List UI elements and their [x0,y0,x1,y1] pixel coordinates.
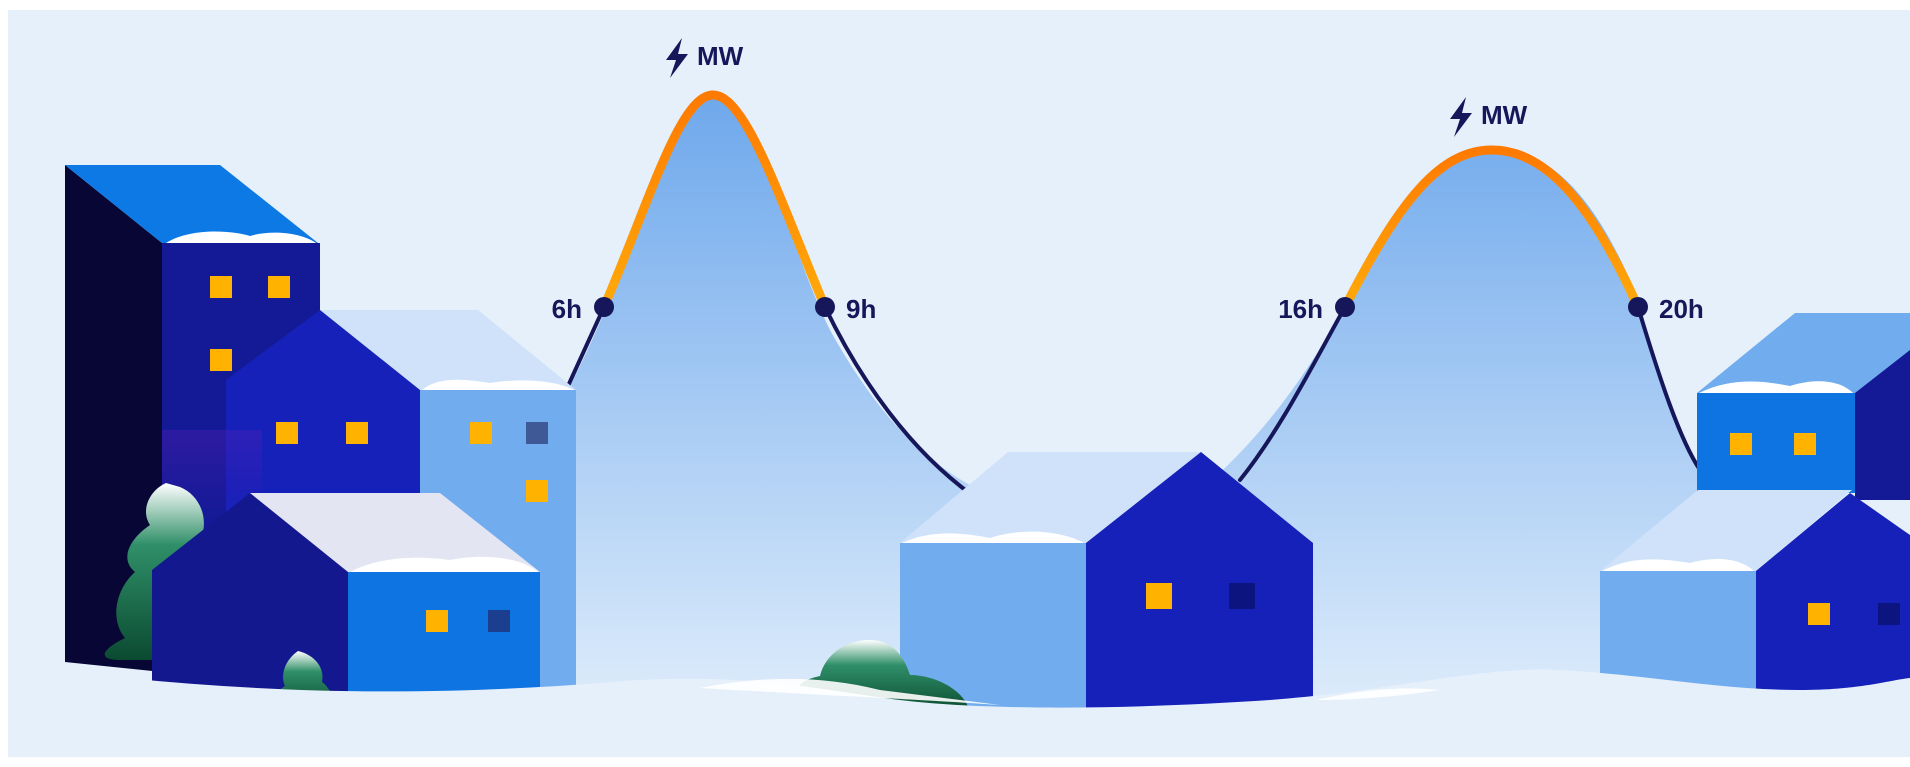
window-dark [488,610,510,632]
window-lit [526,480,548,502]
window-lit [1794,433,1816,455]
window-dark [526,422,548,444]
house-roof [1697,313,1910,393]
snow-cap [902,531,1084,543]
label-20h: 20h [1659,294,1704,324]
window-lit [210,349,232,371]
snow-cap [422,379,574,390]
demand-curve-left [566,305,606,388]
demand-curve-dip-up [1238,305,1347,482]
house-front [1756,493,1910,700]
snow-cap [1602,559,1754,571]
lightning-icon [1450,97,1472,137]
window-lit [426,610,448,632]
snow-highlight [1316,688,1440,700]
house-roof [900,452,1201,543]
window-dark [1878,603,1900,625]
window-lit [1808,603,1830,625]
house-front [1697,393,1855,493]
bottom-margin [0,757,1910,767]
house-roof [1600,490,1852,571]
marker-dot-16h [1335,297,1355,317]
window-dark [1229,583,1255,609]
snow-cap [166,231,316,243]
marker-dot-6h [594,297,614,317]
label-9h: 9h [846,294,876,324]
morning-peak-curve [599,90,830,312]
window-lit [470,422,492,444]
label-6h: 6h [552,294,582,324]
lightning-icon [666,38,688,78]
demand-curve-dip-down [823,305,974,497]
label-16h: 16h [1278,294,1323,324]
window-lit [1146,583,1172,609]
left-buildings [65,165,576,712]
window-lit [210,276,232,298]
demand-curve-right [1636,305,1702,472]
demand-area [570,95,1700,700]
evening-peak-mw-label: MW [1450,97,1528,137]
snow-cap [350,556,538,572]
mw-label: MW [697,41,744,71]
window-lit [276,422,298,444]
snow-cap [1699,381,1853,393]
window-lit [346,422,368,444]
window-lit [268,276,290,298]
marker-dot-9h [815,297,835,317]
mw-label: MW [1481,100,1528,130]
house-front [1086,452,1313,720]
middle-buildings [796,452,1313,720]
house-roof [250,493,540,572]
morning-peak-mw-label: MW [666,38,744,78]
evening-peak-curve [1340,145,1643,312]
window-lit [1730,433,1752,455]
snow-highlight [700,678,1000,705]
marker-dot-20h [1628,297,1648,317]
house-roof [320,310,576,390]
house-side [1855,350,1910,500]
tower-roof [65,165,318,243]
